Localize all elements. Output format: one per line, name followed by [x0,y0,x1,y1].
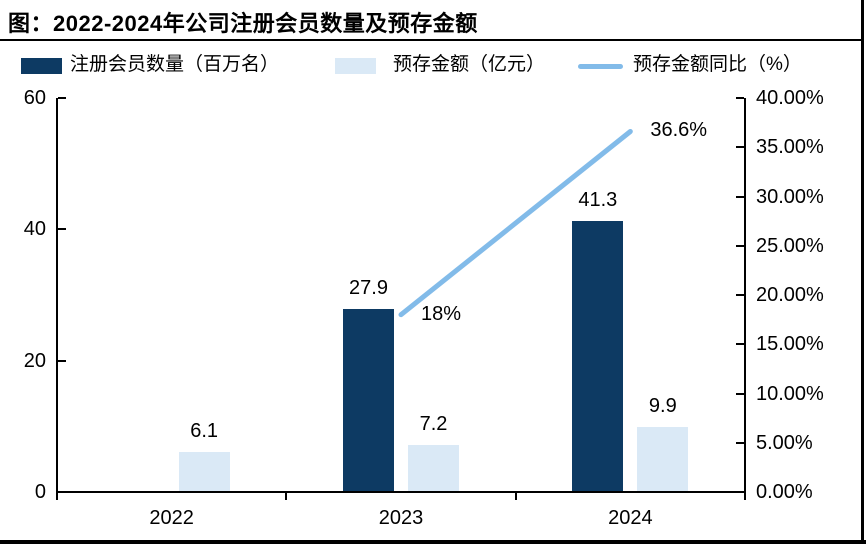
y-axis-right-tick [736,294,744,296]
y-axis-right-tick-label: 40.00% [756,87,824,109]
x-axis [56,491,746,493]
line-point-label-prepaid_yoy: 36.6% [650,119,708,142]
bar-registered_members-2024 [572,220,624,491]
y-axis-right-tick [736,195,744,198]
bar-prepaid_amount-2023 [408,444,459,491]
y-axis-right-tick-label: 5.00% [756,431,813,454]
x-axis-tick [514,492,517,500]
y-axis-right [744,98,746,493]
y-axis-left-tick [58,359,66,362]
bar-value-label-registered_members-2024: 41.3 [578,188,618,211]
legend-label-registered-members: 注册会员数量（百万名） [70,54,280,75]
x-axis-category-label: 2022 [149,507,194,529]
legend-line-swatch-prepaid-yoy [578,64,623,69]
legend-label-prepaid-amount: 预存金额（亿元） [393,54,546,75]
bar-prepaid_amount-2024 [637,426,689,491]
legend-label-prepaid-yoy: 预存金额同比（%） [633,54,802,75]
right-border [861,0,864,544]
x-axis-tick [285,492,288,500]
y-axis-right-tick-label: 10.00% [756,382,824,405]
legend-swatch-registered-members [21,58,62,74]
bar-value-label-prepaid_amount-2023: 7.2 [419,412,448,435]
y-axis-right-tick [736,343,744,346]
y-axis-right-tick-label: 30.00% [756,185,824,208]
y-axis-left-tick-label: 0 [34,481,46,503]
x-axis-tick [56,492,58,500]
y-axis-right-tick [736,97,744,99]
y-axis-left-tick [58,97,66,99]
chart-title: 图：2022-2024年公司注册会员数量及预存金额 [8,11,478,36]
line-path-prepaid_yoy [398,128,633,318]
y-axis-right-tick-label: 0.00% [756,481,813,503]
title-underline [0,39,864,41]
y-axis-right-tick-label: 20.00% [756,284,824,306]
y-axis-right-tick [736,146,744,149]
legend-swatch-prepaid-amount [335,58,376,74]
bar-value-label-registered_members-2023: 27.9 [349,276,388,299]
bar-prepaid_amount-2022 [178,451,230,491]
x-axis-category-label: 2023 [378,507,424,529]
line-point-label-prepaid_yoy: 18% [421,302,462,325]
bar-registered_members-2023 [343,308,394,491]
y-axis-left [56,98,58,493]
bar-value-label-prepaid_amount-2024: 9.9 [648,394,677,417]
y-axis-right-tick [736,441,744,444]
x-axis-tick [744,492,746,500]
y-axis-right-tick-label: 25.00% [756,234,824,257]
bar-value-label-prepaid_amount-2022: 6.1 [190,419,219,442]
y-axis-left-tick-label: 60 [23,87,46,109]
y-axis-right-tick [736,244,744,247]
y-axis-left-tick-label: 40 [23,218,46,241]
bottom-border [0,540,866,544]
y-axis-right-tick [736,392,744,395]
x-axis-category-label: 2024 [608,507,653,529]
y-axis-left-tick [58,228,66,231]
y-axis-left-tick-label: 20 [23,349,46,372]
y-axis-right-tick-label: 35.00% [756,136,824,159]
y-axis-right-tick-label: 15.00% [756,333,824,356]
